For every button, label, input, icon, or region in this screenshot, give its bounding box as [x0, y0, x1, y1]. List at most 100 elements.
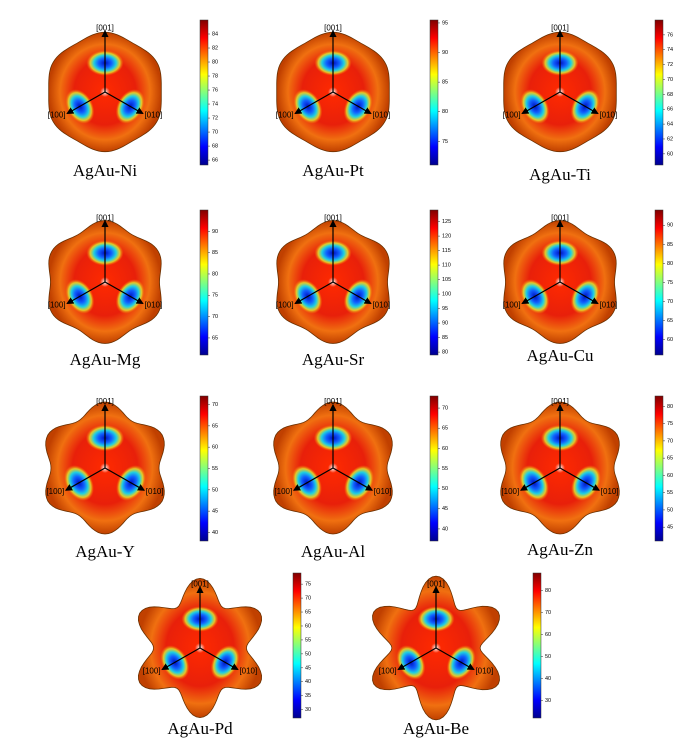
- panel-label: AgAu-Ni: [73, 161, 137, 180]
- axis-arrow: [397, 647, 437, 671]
- direction-label: [010]: [599, 110, 617, 119]
- colorbar-tick-label: 60: [212, 445, 218, 451]
- direction-label: [100]: [274, 487, 292, 496]
- direction-label: [010]: [475, 666, 493, 675]
- colorbar-tick-label: 84: [212, 31, 218, 37]
- direction-label: [001]: [191, 579, 209, 588]
- direction-label: [010]: [372, 300, 390, 309]
- colorbar-tick-label: 50: [305, 651, 311, 657]
- axis-arrow: [519, 467, 561, 491]
- colorbar-tick-label: 105: [442, 277, 451, 283]
- panel: [001] [100] [010] AgAu-Ti 60 62 64 66 68 70 72 74 76: [503, 19, 673, 184]
- colorbar-tick-label: 75: [305, 582, 311, 588]
- direction-label: [010]: [374, 487, 392, 496]
- colorbar-tick-label: 90: [212, 229, 218, 235]
- colorbar-tick-label: 70: [545, 610, 551, 616]
- direction-label: [010]: [144, 300, 162, 309]
- colorbar-tick-label: 100: [442, 292, 451, 298]
- colorbar-tick-label: 45: [667, 525, 673, 531]
- colorbar-tick-label: 66: [667, 107, 673, 113]
- colorbar-tick-label: 65: [667, 456, 673, 462]
- panel: [001] [100] [010] AgAu-Cu 60 65 70 75 80 85 90: [503, 209, 673, 365]
- panel: [001] [100] [010] AgAu-Zn 45 50 55 60 65 70 75 80: [500, 395, 673, 559]
- panel-label: AgAu-Pd: [167, 719, 233, 738]
- colorbar-tick-label: 90: [442, 321, 448, 327]
- colorbar: [654, 19, 664, 166]
- colorbar-tick-label: 74: [212, 102, 218, 108]
- colorbar: [429, 19, 439, 166]
- axis-arrow: [559, 91, 599, 115]
- colorbar-tick-label: 70: [667, 77, 673, 83]
- colorbar-tick-label: 35: [305, 693, 311, 699]
- colorbar-tick-label: 85: [442, 80, 448, 86]
- direction-label: [001]: [551, 397, 569, 406]
- colorbar: [429, 395, 439, 542]
- colorbar-tick-label: 62: [667, 136, 673, 142]
- direction-label: [010]: [599, 300, 617, 309]
- direction-label: [001]: [96, 213, 114, 222]
- colorbar-tick-label: 65: [667, 318, 673, 324]
- colorbar-tick-label: 55: [212, 466, 218, 472]
- panel-label: AgAu-Al: [301, 542, 365, 561]
- colorbar-tick-label: 80: [667, 404, 673, 410]
- panel-label: AgAu-Ti: [529, 165, 591, 184]
- colorbar-tick-label: 55: [442, 466, 448, 472]
- direction-label: [001]: [96, 397, 114, 406]
- colorbar-tick-label: 65: [212, 335, 218, 341]
- direction-label: [100]: [379, 666, 397, 675]
- colorbar-tick-label: 120: [442, 234, 451, 240]
- direction-label: [100]: [48, 300, 66, 309]
- panel-label: AgAu-Mg: [70, 350, 141, 369]
- panel: [001] [100] [010] AgAu-Mg 65 70 75 80 85 90: [48, 209, 218, 369]
- colorbar-tick-label: 85: [212, 250, 218, 256]
- axis-arrow: [294, 281, 334, 305]
- colorbar-tick-label: 74: [667, 47, 673, 53]
- colorbar-tick-label: 40: [305, 679, 311, 685]
- colorbar-tick-label: 40: [545, 676, 551, 682]
- colorbar-tick-label: 85: [442, 335, 448, 341]
- colorbar-tick-label: 115: [442, 248, 451, 254]
- colorbar-tick-label: 60: [442, 446, 448, 452]
- direction-label: [100]: [46, 487, 64, 496]
- direction-label: [100]: [501, 487, 519, 496]
- colorbar-tick-label: 110: [442, 263, 451, 269]
- colorbar-tick-label: 80: [442, 109, 448, 115]
- colorbar-tick-label: 45: [442, 506, 448, 512]
- colorbar-tick-label: 80: [545, 588, 551, 594]
- colorbar-tick-label: 90: [667, 223, 673, 229]
- colorbar-tick-label: 66: [212, 158, 218, 164]
- colorbar: [199, 395, 209, 542]
- colorbar-tick-label: 30: [305, 707, 311, 713]
- panel-label: AgAu-Cu: [526, 346, 594, 365]
- colorbar-tick-label: 70: [667, 299, 673, 305]
- axis-arrow: [559, 281, 599, 305]
- colorbar-tick-label: 68: [212, 144, 218, 150]
- axis-arrow: [292, 467, 334, 491]
- panel: [001] [100] [010] AgAu-Be 30 40 50 60 70 80: [372, 572, 551, 738]
- colorbar-tick-label: 75: [667, 421, 673, 427]
- colorbar-tick-label: 125: [442, 219, 451, 225]
- colorbar-tick-label: 50: [667, 507, 673, 513]
- colorbar-tick-label: 60: [667, 151, 673, 157]
- direction-label: [001]: [427, 579, 445, 588]
- axis-arrow: [559, 467, 601, 491]
- colorbar-tick-label: 80: [212, 271, 218, 277]
- colorbar-tick-label: 72: [212, 116, 218, 122]
- direction-label: [100]: [276, 300, 294, 309]
- axis-arrow: [332, 281, 372, 305]
- colorbar-tick-label: 90: [442, 50, 448, 56]
- colorbar-tick-label: 68: [667, 92, 673, 98]
- panel: [001] [100] [010] AgAu-Sr 80 85 90 95 100 105 110 1…: [276, 209, 451, 369]
- axis-arrow: [104, 91, 144, 115]
- panel-label: AgAu-Sr: [302, 350, 365, 369]
- axis-arrow: [161, 647, 201, 671]
- colorbar-tick-label: 70: [667, 438, 673, 444]
- axis-arrow: [521, 91, 561, 115]
- axis-arrow: [199, 647, 239, 671]
- panel: [001] [100] [010] AgAu-Ni 66 68 70 72 74 76 78 80 82…: [48, 19, 218, 180]
- direction-label: [001]: [324, 397, 342, 406]
- panel: [001] [100] [010] AgAu-Y 40 45 50 55 60 65 70: [45, 395, 218, 561]
- axis-arrow: [332, 91, 372, 115]
- direction-label: [001]: [96, 23, 114, 32]
